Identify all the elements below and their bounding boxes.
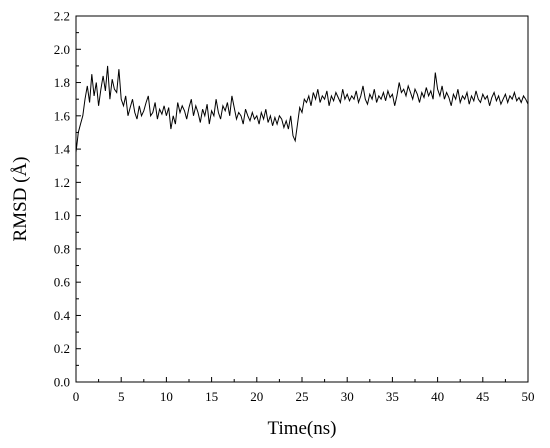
y-tick-label: 2.2 — [54, 9, 70, 24]
plot-frame — [75, 15, 529, 383]
y-tick-label: 0.0 — [54, 375, 70, 390]
y-tick-label: 0.8 — [54, 241, 70, 256]
x-tick-label: 0 — [73, 389, 80, 404]
y-tick-label: 1.2 — [54, 175, 70, 190]
y-tick-label: 1.4 — [54, 142, 71, 157]
x-axis-title: Time(ns) — [268, 418, 337, 439]
x-tick-label: 40 — [431, 389, 444, 404]
x-tick-label: 30 — [341, 389, 354, 404]
x-tick-label: 15 — [205, 389, 218, 404]
x-tick-label: 5 — [118, 389, 125, 404]
y-tick-label: 0.4 — [54, 308, 71, 323]
x-tick-label: 25 — [296, 389, 309, 404]
y-tick-label: 0.2 — [54, 341, 70, 356]
x-tick-label: 10 — [160, 389, 173, 404]
y-tick-label: 1.8 — [54, 75, 70, 90]
y-axis-ticks: 0.0 0.2 0.4 0.6 0.8 1.0 1.2 1.4 1.6 1.8 2.0 2.2 — [54, 9, 81, 390]
rmsd-series-line — [75, 65, 529, 153]
x-tick-label: 50 — [522, 389, 535, 404]
y-tick-label: 1.6 — [54, 108, 71, 123]
x-axis-ticks: 0 5 10 15 20 25 30 35 40 45 50 — [73, 377, 535, 404]
x-tick-label: 45 — [476, 389, 489, 404]
y-tick-label: 1.0 — [54, 208, 70, 223]
y-tick-label: 0.6 — [54, 275, 71, 290]
x-tick-label: 20 — [250, 389, 263, 404]
y-axis-title: RMSD (Å) — [10, 157, 31, 242]
x-tick-label: 35 — [386, 389, 399, 404]
y-tick-label: 2.0 — [54, 42, 70, 57]
